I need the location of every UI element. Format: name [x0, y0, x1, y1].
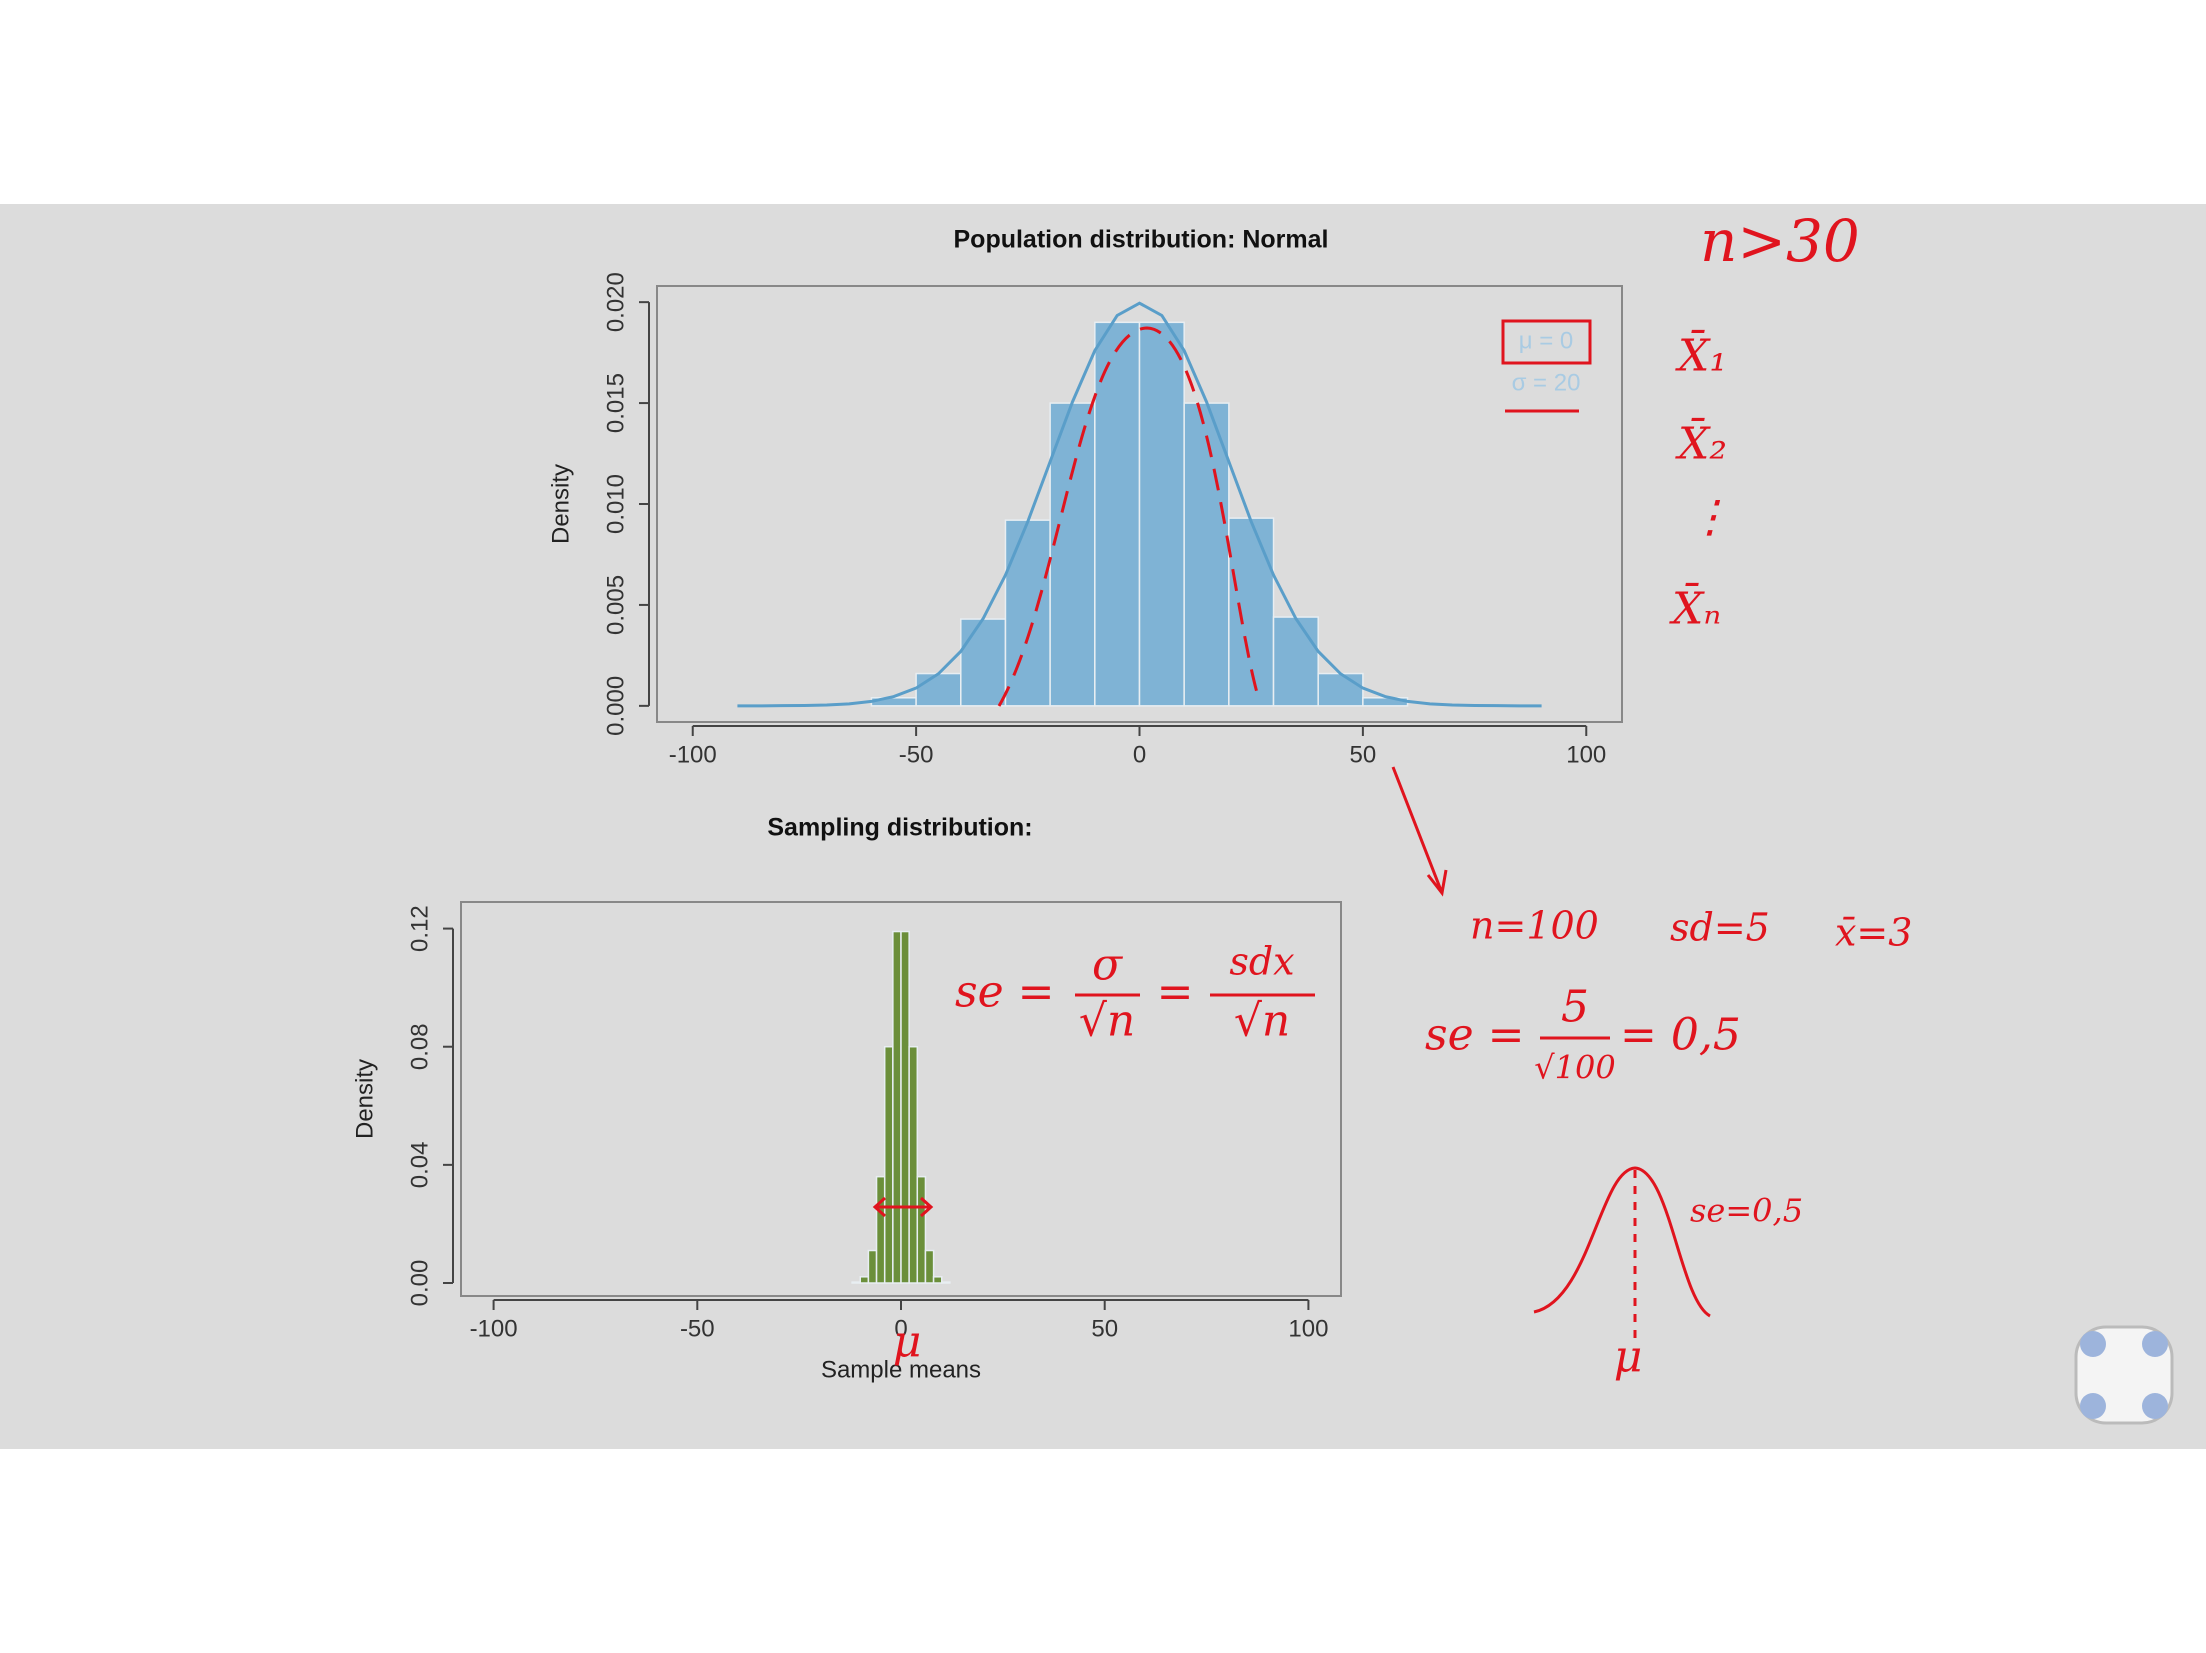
se-value-lhs: se = [1425, 1010, 1524, 1061]
mu-chart: μ [893, 1317, 922, 1368]
bar [924, 1249, 935, 1284]
se-eq: = [1157, 967, 1194, 1018]
icon-dot [2080, 1331, 2106, 1357]
se-num2: sdx [1229, 940, 1294, 984]
x-tick-label: -50 [899, 741, 934, 768]
bar [1272, 616, 1319, 707]
bar [1138, 321, 1185, 707]
x-tick-label: -50 [680, 1315, 715, 1342]
icon-dot [2142, 1331, 2168, 1357]
x-tick-label: 100 [1288, 1315, 1328, 1342]
bar [892, 930, 902, 1284]
n-rule: n>30 [1700, 207, 1860, 275]
bar [900, 930, 910, 1284]
red-double-arrow [872, 1196, 934, 1218]
mean-n: X̄ₙ [1669, 581, 1721, 634]
x-axis-label: Sample means [821, 1356, 981, 1383]
bar [1183, 402, 1230, 707]
bar [859, 1276, 870, 1284]
chart-title: Sampling distribution: [767, 814, 1032, 842]
bell-label: se=0,5 [1690, 1192, 1803, 1230]
bar [940, 1281, 951, 1284]
sample-n: n=100 [1470, 904, 1599, 948]
se-value-num: 5 [1561, 982, 1589, 1033]
y-tick-label: 0.04 [406, 1142, 433, 1189]
icon-dot [2080, 1393, 2106, 1419]
se-value-den: √100 [1534, 1049, 1615, 1087]
y-axis-label: Density [351, 1059, 378, 1139]
bar [851, 1281, 862, 1284]
mean-2: X̄₂ [1675, 416, 1727, 469]
legend-entry: σ = 20 [1512, 369, 1581, 396]
y-tick-label: 0.020 [602, 272, 629, 332]
bar [1049, 402, 1096, 707]
bar [915, 672, 962, 707]
y-tick-label: 0.015 [602, 373, 629, 433]
x-tick-label: 100 [1566, 741, 1606, 768]
bar [867, 1249, 878, 1284]
red-box [1501, 319, 1592, 365]
bar [932, 1276, 943, 1284]
bar [1317, 672, 1364, 707]
bar [875, 1175, 886, 1284]
y-tick-label: 0.000 [602, 676, 629, 736]
x-tick-label: 50 [1350, 741, 1377, 768]
se-lhs: se = [955, 967, 1054, 1018]
icon-dot [2142, 1393, 2168, 1419]
bar [916, 1175, 927, 1284]
sample-mean: x̄=3 [1835, 911, 1912, 955]
mean-dots: ⋮ [1688, 492, 1732, 543]
chart-title: Population distribution: Normal [954, 226, 1329, 254]
plot-frame [460, 901, 1342, 1297]
bar [883, 1045, 894, 1284]
red-arrow [1391, 766, 1448, 897]
bar [1094, 321, 1141, 707]
player-icon[interactable] [2074, 1325, 2174, 1425]
x-tick-label: -100 [669, 741, 717, 768]
se-value-rhs: = 0,5 [1620, 1010, 1741, 1061]
sample-sd: sd=5 [1670, 906, 1770, 950]
y-tick-label: 0.08 [406, 1023, 433, 1070]
mean-1: X̄₁ [1675, 328, 1727, 381]
y-tick-label: 0.12 [406, 905, 433, 952]
mu-bell: μ [1614, 1332, 1643, 1383]
x-tick-label: 0 [1133, 741, 1146, 768]
red-dashed-curve [997, 326, 1261, 707]
handwriting [872, 319, 1711, 1340]
x-tick-label: 0 [894, 1315, 907, 1342]
legend-entry: μ = 0 [1519, 327, 1574, 354]
bar [1004, 519, 1051, 707]
y-tick-label: 0.005 [602, 575, 629, 635]
se-num: σ [1092, 940, 1124, 991]
x-tick-label: -100 [470, 1315, 518, 1342]
hand-texts: n>30 X̄₁ X̄₂ ⋮ X̄ₙ n=100 sd=5 x̄=3 se = … [893, 207, 1913, 1382]
bar [908, 1045, 919, 1284]
density-curve [737, 301, 1542, 708]
se-den2: √n [1234, 996, 1290, 1047]
y-tick-label: 0.00 [406, 1260, 433, 1307]
y-axis-label: Density [547, 464, 574, 544]
plot-frame [656, 285, 1623, 723]
y-tick-label: 0.010 [602, 474, 629, 534]
se-den: √n [1079, 996, 1135, 1047]
bar [960, 618, 1007, 707]
small-bell [1533, 1166, 1711, 1318]
bar [1228, 517, 1275, 707]
x-tick-label: 50 [1091, 1315, 1118, 1342]
